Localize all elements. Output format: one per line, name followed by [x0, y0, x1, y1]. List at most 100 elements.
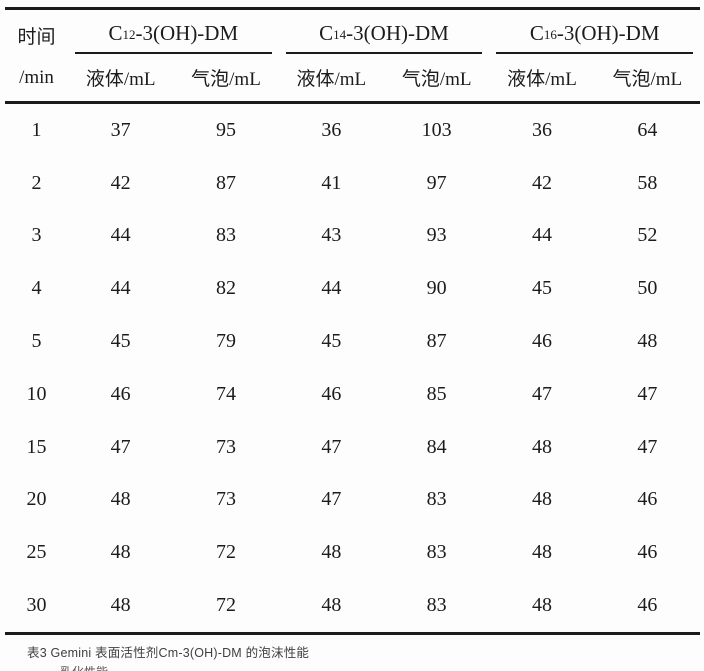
value-cell: 47: [637, 382, 658, 405]
table-header-row-2: /min 液体/mL 气泡/mL 液体/mL 气泡/mL 液体/mL 气泡/mL: [5, 54, 700, 104]
subheader-c16-liquid: 液体/mL: [507, 69, 577, 90]
time-cell: 5: [31, 330, 42, 353]
value-cell: 103: [421, 118, 452, 141]
value-cell: 41: [321, 171, 342, 194]
table-row: 20 48 73 47 83 48 46: [5, 474, 700, 527]
value-cell: 36: [321, 118, 342, 141]
value-cell: 93: [426, 224, 447, 247]
group-header-c14: C 14 -3(OH)-DM: [285, 10, 483, 54]
subheader-c12-liquid: 液体/mL: [85, 69, 156, 90]
value-cell: 46: [637, 594, 658, 617]
value-cell: 37: [110, 118, 131, 141]
value-cell: 47: [321, 488, 342, 511]
table-row: 15 47 73 47 84 48 47: [5, 421, 700, 474]
value-cell: 87: [426, 330, 447, 353]
value-cell: 83: [426, 541, 447, 564]
table-row: 5 45 79 45 87 46 48: [5, 315, 700, 368]
group-c16-prefix: C: [529, 20, 544, 45]
group-c12-suffix: -3(OH)-DM: [135, 20, 239, 45]
time-cell: 1: [31, 118, 42, 141]
value-cell: 48: [321, 594, 342, 617]
table-caption: 表3 Gemini 表面活性剂Cm-3(OH)-DM 的泡沫性能: [27, 645, 310, 660]
value-cell: 46: [531, 330, 552, 353]
group-c12-prefix: C: [108, 20, 123, 45]
value-cell: 90: [426, 277, 447, 300]
value-cell: 48: [321, 541, 342, 564]
value-cell: 48: [531, 488, 552, 511]
value-cell: 50: [637, 277, 658, 300]
value-cell: 84: [426, 435, 447, 458]
value-cell: 79: [215, 330, 236, 353]
value-cell: 47: [321, 435, 342, 458]
value-cell: 83: [426, 594, 447, 617]
table-row: 4 44 82 44 90 45 50: [5, 262, 700, 315]
value-cell: 46: [637, 541, 658, 564]
value-cell: 47: [110, 435, 131, 458]
subheader-c12-bubble: 气泡/mL: [191, 69, 261, 90]
value-cell: 36: [531, 118, 552, 141]
value-cell: 45: [531, 277, 552, 300]
value-cell: 43: [321, 224, 342, 247]
group-header-c12: C 12 -3(OH)-DM: [75, 10, 272, 54]
group-c14-prefix: C: [319, 20, 334, 45]
time-cell: 15: [26, 435, 47, 458]
value-cell: 48: [110, 488, 131, 511]
value-cell: 72: [215, 541, 236, 564]
time-cell: 10: [26, 382, 47, 405]
time-header-line2: /min: [19, 66, 54, 88]
value-cell: 46: [321, 382, 342, 405]
table-row: 30 48 72 48 83 48 46: [5, 579, 700, 632]
group-c16-suffix: -3(OH)-DM: [556, 20, 660, 45]
table-row: 10 46 74 46 85 47 47: [5, 368, 700, 421]
table-header-row-1: 时间 C 12 -3(OH)-DM C 14 -3(OH)-DM C 16 -3(OH)-D…: [5, 10, 700, 54]
value-cell: 42: [531, 171, 552, 194]
table-row: 3 44 83 43 93 44 52: [5, 210, 700, 263]
value-cell: 46: [110, 382, 131, 405]
value-cell: 44: [531, 224, 552, 247]
time-cell: 2: [31, 171, 42, 194]
value-cell: 83: [426, 488, 447, 511]
subheader-c14-liquid: 液体/mL: [296, 69, 367, 90]
value-cell: 44: [321, 277, 342, 300]
value-cell: 97: [426, 171, 447, 194]
value-cell: 44: [110, 277, 131, 300]
value-cell: 48: [531, 541, 552, 564]
value-cell: 45: [321, 330, 342, 353]
value-cell: 58: [637, 171, 658, 194]
value-cell: 47: [637, 435, 658, 458]
value-cell: 48: [531, 594, 552, 617]
table-row: 2 42 87 41 97 42 58: [5, 157, 700, 210]
clipped-next-line: 乳化性能: [60, 666, 704, 671]
group-header-c16: C 16 -3(OH)-DM: [496, 10, 693, 54]
value-cell: 48: [531, 435, 552, 458]
time-cell: 30: [26, 594, 47, 617]
value-cell: 64: [637, 118, 658, 141]
value-cell: 74: [215, 382, 236, 405]
time-header-line1: 时间: [17, 26, 56, 48]
value-cell: 48: [110, 541, 131, 564]
value-cell: 44: [110, 224, 131, 247]
value-cell: 73: [215, 488, 236, 511]
value-cell: 48: [110, 594, 131, 617]
value-cell: 45: [110, 330, 131, 353]
value-cell: 42: [110, 171, 131, 194]
time-cell: 4: [31, 277, 42, 300]
value-cell: 72: [215, 594, 236, 617]
value-cell: 95: [215, 118, 236, 141]
time-cell: 25: [26, 541, 47, 564]
value-cell: 47: [531, 382, 552, 405]
subheader-c16-bubble: 气泡/mL: [612, 69, 683, 90]
time-cell: 3: [31, 224, 42, 247]
subheader-c14-bubble: 气泡/mL: [401, 69, 472, 90]
value-cell: 46: [637, 488, 658, 511]
value-cell: 85: [426, 382, 447, 405]
group-c14-suffix: -3(OH)-DM: [346, 20, 449, 45]
value-cell: 73: [215, 435, 236, 458]
data-table: 时间 C 12 -3(OH)-DM C 14 -3(OH)-DM C 16 -3(OH)-D…: [5, 7, 700, 635]
value-cell: 82: [215, 277, 236, 300]
time-cell: 20: [26, 488, 47, 511]
value-cell: 48: [637, 330, 658, 353]
table-row: 1 37 95 36 103 36 64: [5, 104, 700, 157]
value-cell: 83: [215, 224, 236, 247]
value-cell: 87: [215, 171, 236, 194]
